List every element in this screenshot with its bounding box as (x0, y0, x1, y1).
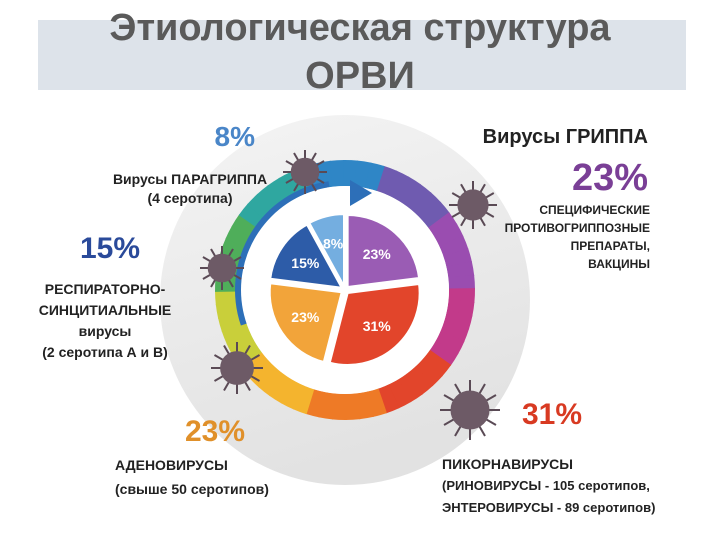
ring-segment (387, 379, 412, 409)
slice-label: 23% (291, 309, 320, 325)
slice-label: 31% (363, 318, 392, 334)
virus-body (457, 189, 489, 221)
ring-segment (397, 373, 423, 403)
ring-segment (422, 349, 452, 377)
percent-label: 23% (185, 415, 245, 448)
ring-segment (439, 235, 469, 258)
ring-segment (435, 330, 465, 355)
segment-label: СИНЦИТИАЛЬНЫЕ (39, 302, 172, 318)
segment-label: Вирусы ПАРАГРИППА (113, 171, 267, 187)
ring-segment (444, 310, 473, 330)
ring-segment (329, 160, 345, 187)
pie-slice (346, 213, 421, 289)
segment-label: ЭНТЕРОВИРУСЫ - 89 серотипов) (442, 500, 655, 515)
segment-label: (4 серотипа) (147, 190, 232, 206)
ring-segment (434, 223, 464, 248)
ring-segment (331, 393, 347, 420)
segment-label: РЕСПИРАТОРНО- (45, 281, 166, 297)
pie-slice (328, 282, 421, 366)
ring-segment (448, 274, 475, 290)
ring-segment (406, 366, 434, 395)
percent-label: 31% (522, 398, 582, 431)
arrow-head (350, 180, 372, 206)
ring-segment (413, 192, 442, 221)
ring-segment (421, 201, 450, 229)
pie-slice (268, 282, 343, 364)
ring-segment (269, 374, 295, 404)
segment-label: ПИКОРНАВИРУСЫ (442, 456, 573, 472)
segment-label: вирусы (79, 323, 132, 339)
ring-segment (343, 159, 359, 187)
segment-label: Вирусы ГРИППА (483, 126, 648, 148)
virus-body (220, 351, 254, 385)
percent-label: 8% (215, 121, 256, 152)
ring-segment (395, 176, 421, 206)
ring-segment (248, 359, 277, 388)
segment-label: (РИНОВИРУСЫ - 105 серотипов, (442, 478, 650, 493)
segment-label: (2 серотипа А и В) (42, 344, 168, 360)
title: Этиологическая структура ОРВИ (109, 7, 611, 97)
ring-segment (280, 380, 305, 410)
ring-segment (258, 367, 286, 397)
segment-label: (свыше 50 серотипов) (115, 481, 269, 497)
ring-segment (292, 385, 315, 415)
ring-segment (375, 165, 398, 195)
ring-segment (345, 393, 361, 420)
ring-segment (226, 332, 256, 357)
slice-label: 8% (323, 236, 344, 252)
segment-label: АДЕНОВИРУСЫ (115, 457, 228, 473)
virus-body (450, 390, 490, 430)
ring-segment (305, 389, 325, 418)
color-ring (215, 159, 475, 420)
segment-label: ВАКЦИНЫ (588, 257, 650, 271)
ring-segment (221, 322, 251, 345)
ring-segment (365, 162, 385, 191)
virus-icons (200, 150, 500, 440)
ring-segment (440, 320, 470, 343)
virus-body (290, 157, 320, 187)
segment-label: СПЕЦИФИЧЕСКИЕ (539, 203, 650, 217)
ring-segment (429, 340, 459, 366)
ring-segment (428, 212, 458, 238)
virus-body (207, 253, 237, 283)
ring-segment (377, 384, 400, 414)
ring-segment (385, 170, 410, 200)
ring-segment (446, 261, 475, 279)
pie-slice (269, 223, 344, 289)
segment-label: ПРОТИВОГРИППОЗНЫЕ (505, 221, 650, 235)
segment-label: ПРЕПАРАТЫ, (571, 239, 650, 253)
pie-slice (307, 213, 346, 287)
ring-segment (356, 391, 374, 420)
percent-label: 15% (80, 232, 140, 265)
title-band (38, 20, 686, 90)
ring-segment (414, 358, 443, 387)
ring-segment (448, 288, 475, 304)
slice-label: 15% (291, 255, 320, 271)
ring-segment (215, 290, 242, 306)
ring-segment (404, 183, 432, 213)
slice-label: 23% (363, 246, 392, 262)
percent-label: 23% (572, 157, 648, 199)
